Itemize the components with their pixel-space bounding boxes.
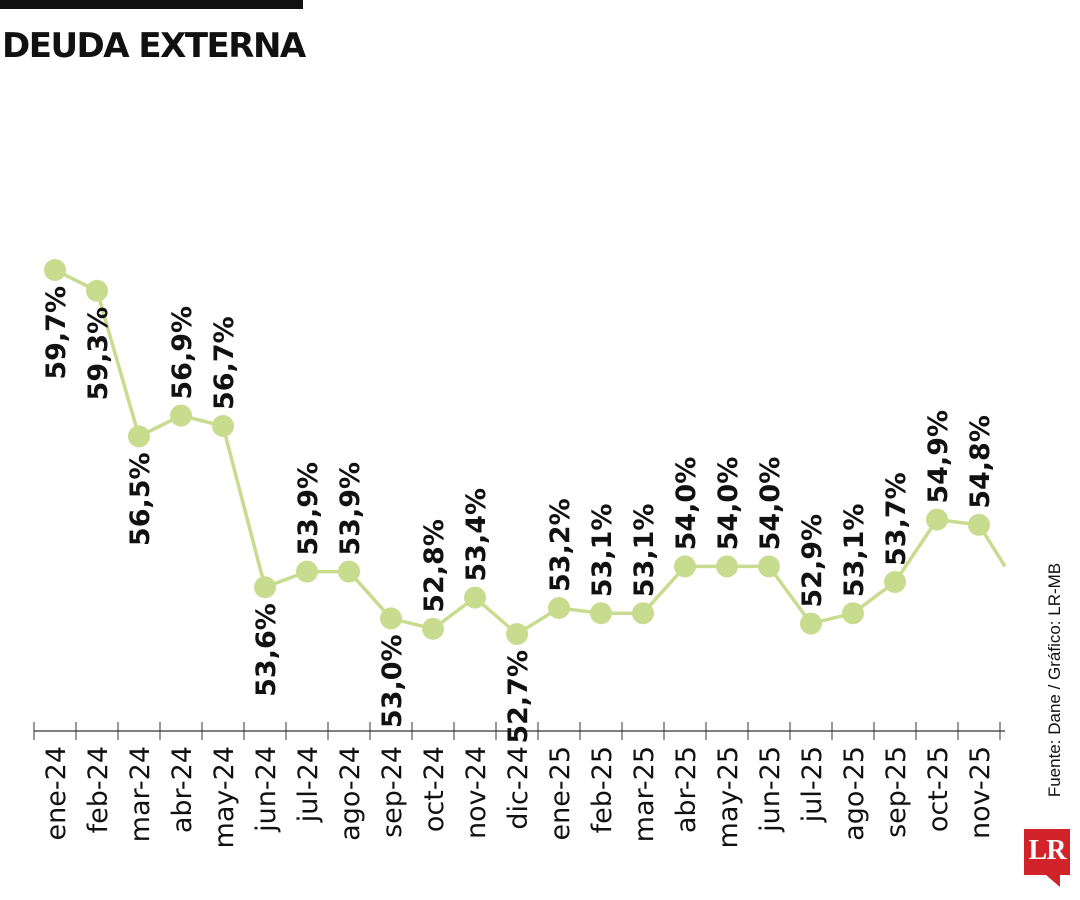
x-tick-label: nov-24 bbox=[461, 746, 492, 839]
x-tick-label: jul-25 bbox=[797, 746, 828, 823]
data-label: 52,9% bbox=[797, 514, 828, 608]
x-tick-label: feb-24 bbox=[83, 746, 114, 833]
data-point bbox=[968, 513, 990, 536]
x-tick-label: jun-24 bbox=[251, 746, 282, 833]
x-tick-label: sep-24 bbox=[377, 746, 408, 838]
data-label: 52,7% bbox=[503, 650, 534, 744]
data-point bbox=[170, 404, 192, 427]
data-label: 53,0% bbox=[377, 634, 408, 728]
data-point bbox=[548, 597, 570, 619]
data-label: 54,8% bbox=[965, 415, 996, 509]
data-point bbox=[254, 576, 276, 599]
logo-box bbox=[1024, 829, 1070, 875]
x-tick-label: ene-25 bbox=[545, 746, 576, 840]
data-label: 53,1% bbox=[629, 504, 660, 598]
x-tick-label: dic-24 bbox=[503, 746, 534, 830]
source-note: Fuente: Dane / Gráfico: LR-MB bbox=[1045, 562, 1064, 798]
x-tick-label: abr-24 bbox=[167, 746, 198, 833]
data-point bbox=[716, 555, 738, 578]
data-label: 53,6% bbox=[251, 603, 282, 697]
data-label: 56,7% bbox=[209, 316, 240, 410]
data-label: 54,0% bbox=[671, 457, 702, 551]
data-point bbox=[884, 571, 906, 593]
x-tick-label: sep-25 bbox=[881, 746, 912, 838]
x-tick-label: may-24 bbox=[209, 746, 240, 848]
data-label: 53,1% bbox=[839, 504, 870, 598]
data-point bbox=[128, 425, 150, 448]
data-point bbox=[212, 415, 234, 437]
data-label: 54,0% bbox=[755, 457, 786, 551]
data-label: 52,8% bbox=[419, 519, 450, 613]
chart-title: DEUDA EXTERNA bbox=[2, 26, 306, 66]
data-label: 54,9% bbox=[923, 410, 954, 504]
data-label: 53,1% bbox=[587, 504, 618, 598]
data-point bbox=[86, 279, 108, 302]
logo-tail bbox=[1046, 875, 1060, 887]
x-tick-label: oct-24 bbox=[419, 746, 450, 832]
data-point bbox=[422, 617, 444, 640]
x-tick-label: jul-24 bbox=[293, 746, 324, 823]
data-point bbox=[674, 555, 696, 578]
data-point bbox=[506, 623, 528, 645]
data-label: 59,7% bbox=[41, 286, 72, 380]
x-tick-label: mar-24 bbox=[125, 746, 156, 842]
data-point bbox=[632, 602, 654, 625]
x-tick-label: ene-24 bbox=[41, 746, 72, 840]
x-tick-label: mar-25 bbox=[629, 746, 660, 842]
x-tick-label: feb-25 bbox=[587, 746, 618, 833]
data-point bbox=[926, 508, 948, 531]
x-tick-label: oct-25 bbox=[923, 746, 954, 832]
x-tick-label: jun-25 bbox=[755, 746, 786, 833]
x-tick-label: may-25 bbox=[713, 746, 744, 848]
logo-text: LR bbox=[1028, 835, 1067, 866]
data-label: 54,0% bbox=[713, 457, 744, 551]
data-point bbox=[800, 612, 822, 635]
data-point bbox=[380, 607, 402, 630]
lr-logo: LR bbox=[1024, 829, 1070, 887]
data-point bbox=[590, 602, 612, 625]
data-label: 56,9% bbox=[167, 306, 198, 400]
x-tick-label: ago-24 bbox=[335, 746, 366, 841]
title-bar-accent bbox=[0, 0, 303, 9]
data-point bbox=[758, 555, 780, 578]
data-label: 59,3% bbox=[83, 307, 114, 401]
data-point bbox=[44, 259, 66, 281]
data-label: 53,9% bbox=[293, 462, 324, 556]
data-point bbox=[338, 560, 360, 583]
data-label: 53,2% bbox=[545, 498, 576, 592]
data-label: 56,5% bbox=[125, 452, 156, 546]
data-label: 53,4% bbox=[461, 488, 492, 582]
data-label: 53,9% bbox=[335, 462, 366, 556]
data-label: 53,7% bbox=[881, 472, 912, 566]
data-point bbox=[464, 586, 486, 609]
x-tick-label: ago-25 bbox=[839, 746, 870, 841]
data-point bbox=[842, 602, 864, 625]
x-tick-label: nov-25 bbox=[965, 746, 996, 839]
data-point bbox=[296, 560, 318, 583]
x-tick-label: abr-25 bbox=[671, 746, 702, 833]
